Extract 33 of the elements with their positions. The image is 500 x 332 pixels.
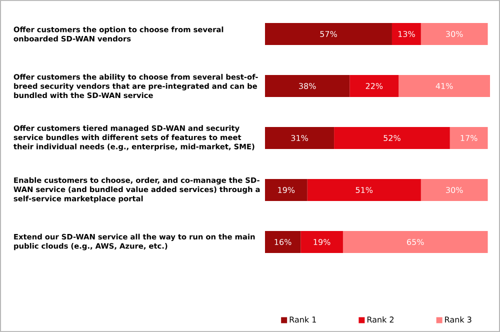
- bar: [334, 127, 450, 150]
- legend-label: Rank 1: [290, 316, 316, 323]
- data-label: 57%: [320, 30, 337, 38]
- data-label: 52%: [384, 134, 400, 142]
- bar: [265, 127, 334, 150]
- bar: [300, 231, 343, 254]
- data-label: 38%: [299, 82, 316, 90]
- bar: [342, 231, 488, 254]
- bar: [420, 179, 488, 202]
- data-label: 65%: [407, 238, 424, 246]
- bar: [265, 231, 301, 254]
- legend-label: Rank 2: [367, 316, 394, 323]
- bar: [450, 127, 488, 150]
- data-label: 41%: [436, 82, 453, 90]
- data-label: 17%: [460, 134, 478, 142]
- data-label: 30%: [446, 186, 463, 194]
- data-label: 51%: [356, 186, 373, 194]
- data-label: 19%: [314, 238, 330, 246]
- data-label: 30%: [446, 30, 463, 38]
- bar: [307, 179, 421, 202]
- bar: [398, 75, 490, 98]
- data-label: 19%: [278, 186, 295, 194]
- data-label: 22%: [366, 82, 383, 90]
- data-label: 31%: [291, 134, 308, 142]
- data-label: 13%: [398, 30, 415, 38]
- bar: [265, 23, 392, 46]
- bar: [420, 23, 488, 46]
- bar: [350, 75, 399, 98]
- legend-label: Rank 3: [445, 316, 472, 323]
- data-label: 16%: [274, 238, 292, 246]
- bar: [392, 23, 421, 46]
- bar: [265, 75, 350, 98]
- bar: [265, 179, 308, 202]
